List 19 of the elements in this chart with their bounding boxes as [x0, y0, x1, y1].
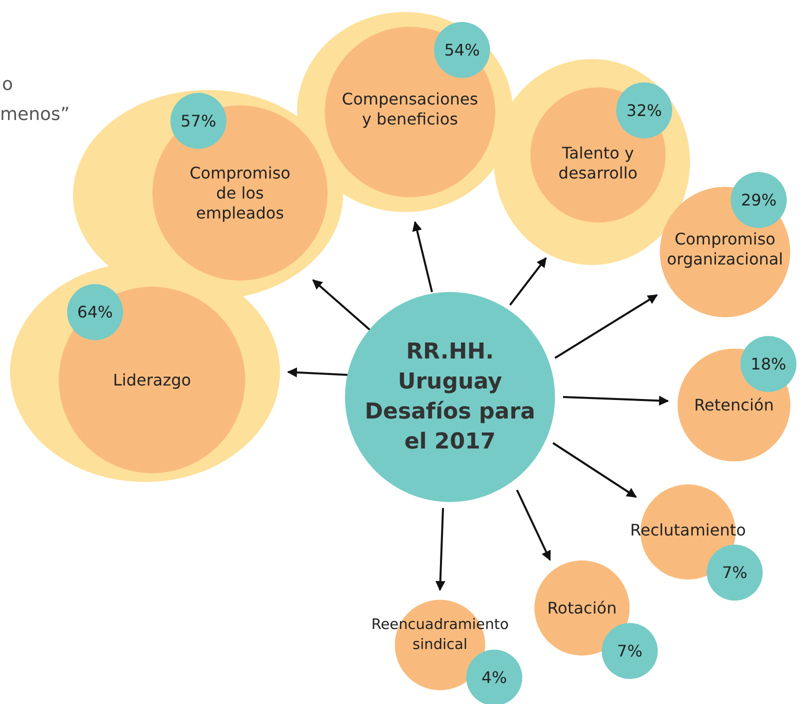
data-label: 57% — [180, 111, 216, 130]
data-label: 64% — [77, 302, 113, 322]
category-label: Compromiso de los empleados — [190, 164, 290, 222]
category-label: Compensaciones y beneficios — [342, 90, 478, 128]
data-label: 54% — [444, 40, 480, 60]
data-label: 18% — [750, 354, 786, 374]
category-label: Rotación — [547, 598, 617, 618]
data-label: 32% — [626, 100, 662, 120]
category-label: Talento y desarrollo — [558, 144, 638, 182]
data-label: 7% — [722, 563, 748, 582]
data-label: 7% — [617, 642, 642, 660]
data-label: 4% — [482, 668, 507, 688]
text: RR.HH. Uruguay Desafíos para el 2017 — [364, 340, 536, 454]
category-label: Compromiso organizacional — [666, 230, 784, 268]
text: o — [2, 74, 14, 95]
text: menos” — [0, 104, 70, 125]
category-label: Liderazgo — [112, 370, 192, 390]
category-label: Retención — [694, 396, 774, 414]
data-label: 29% — [740, 190, 777, 210]
